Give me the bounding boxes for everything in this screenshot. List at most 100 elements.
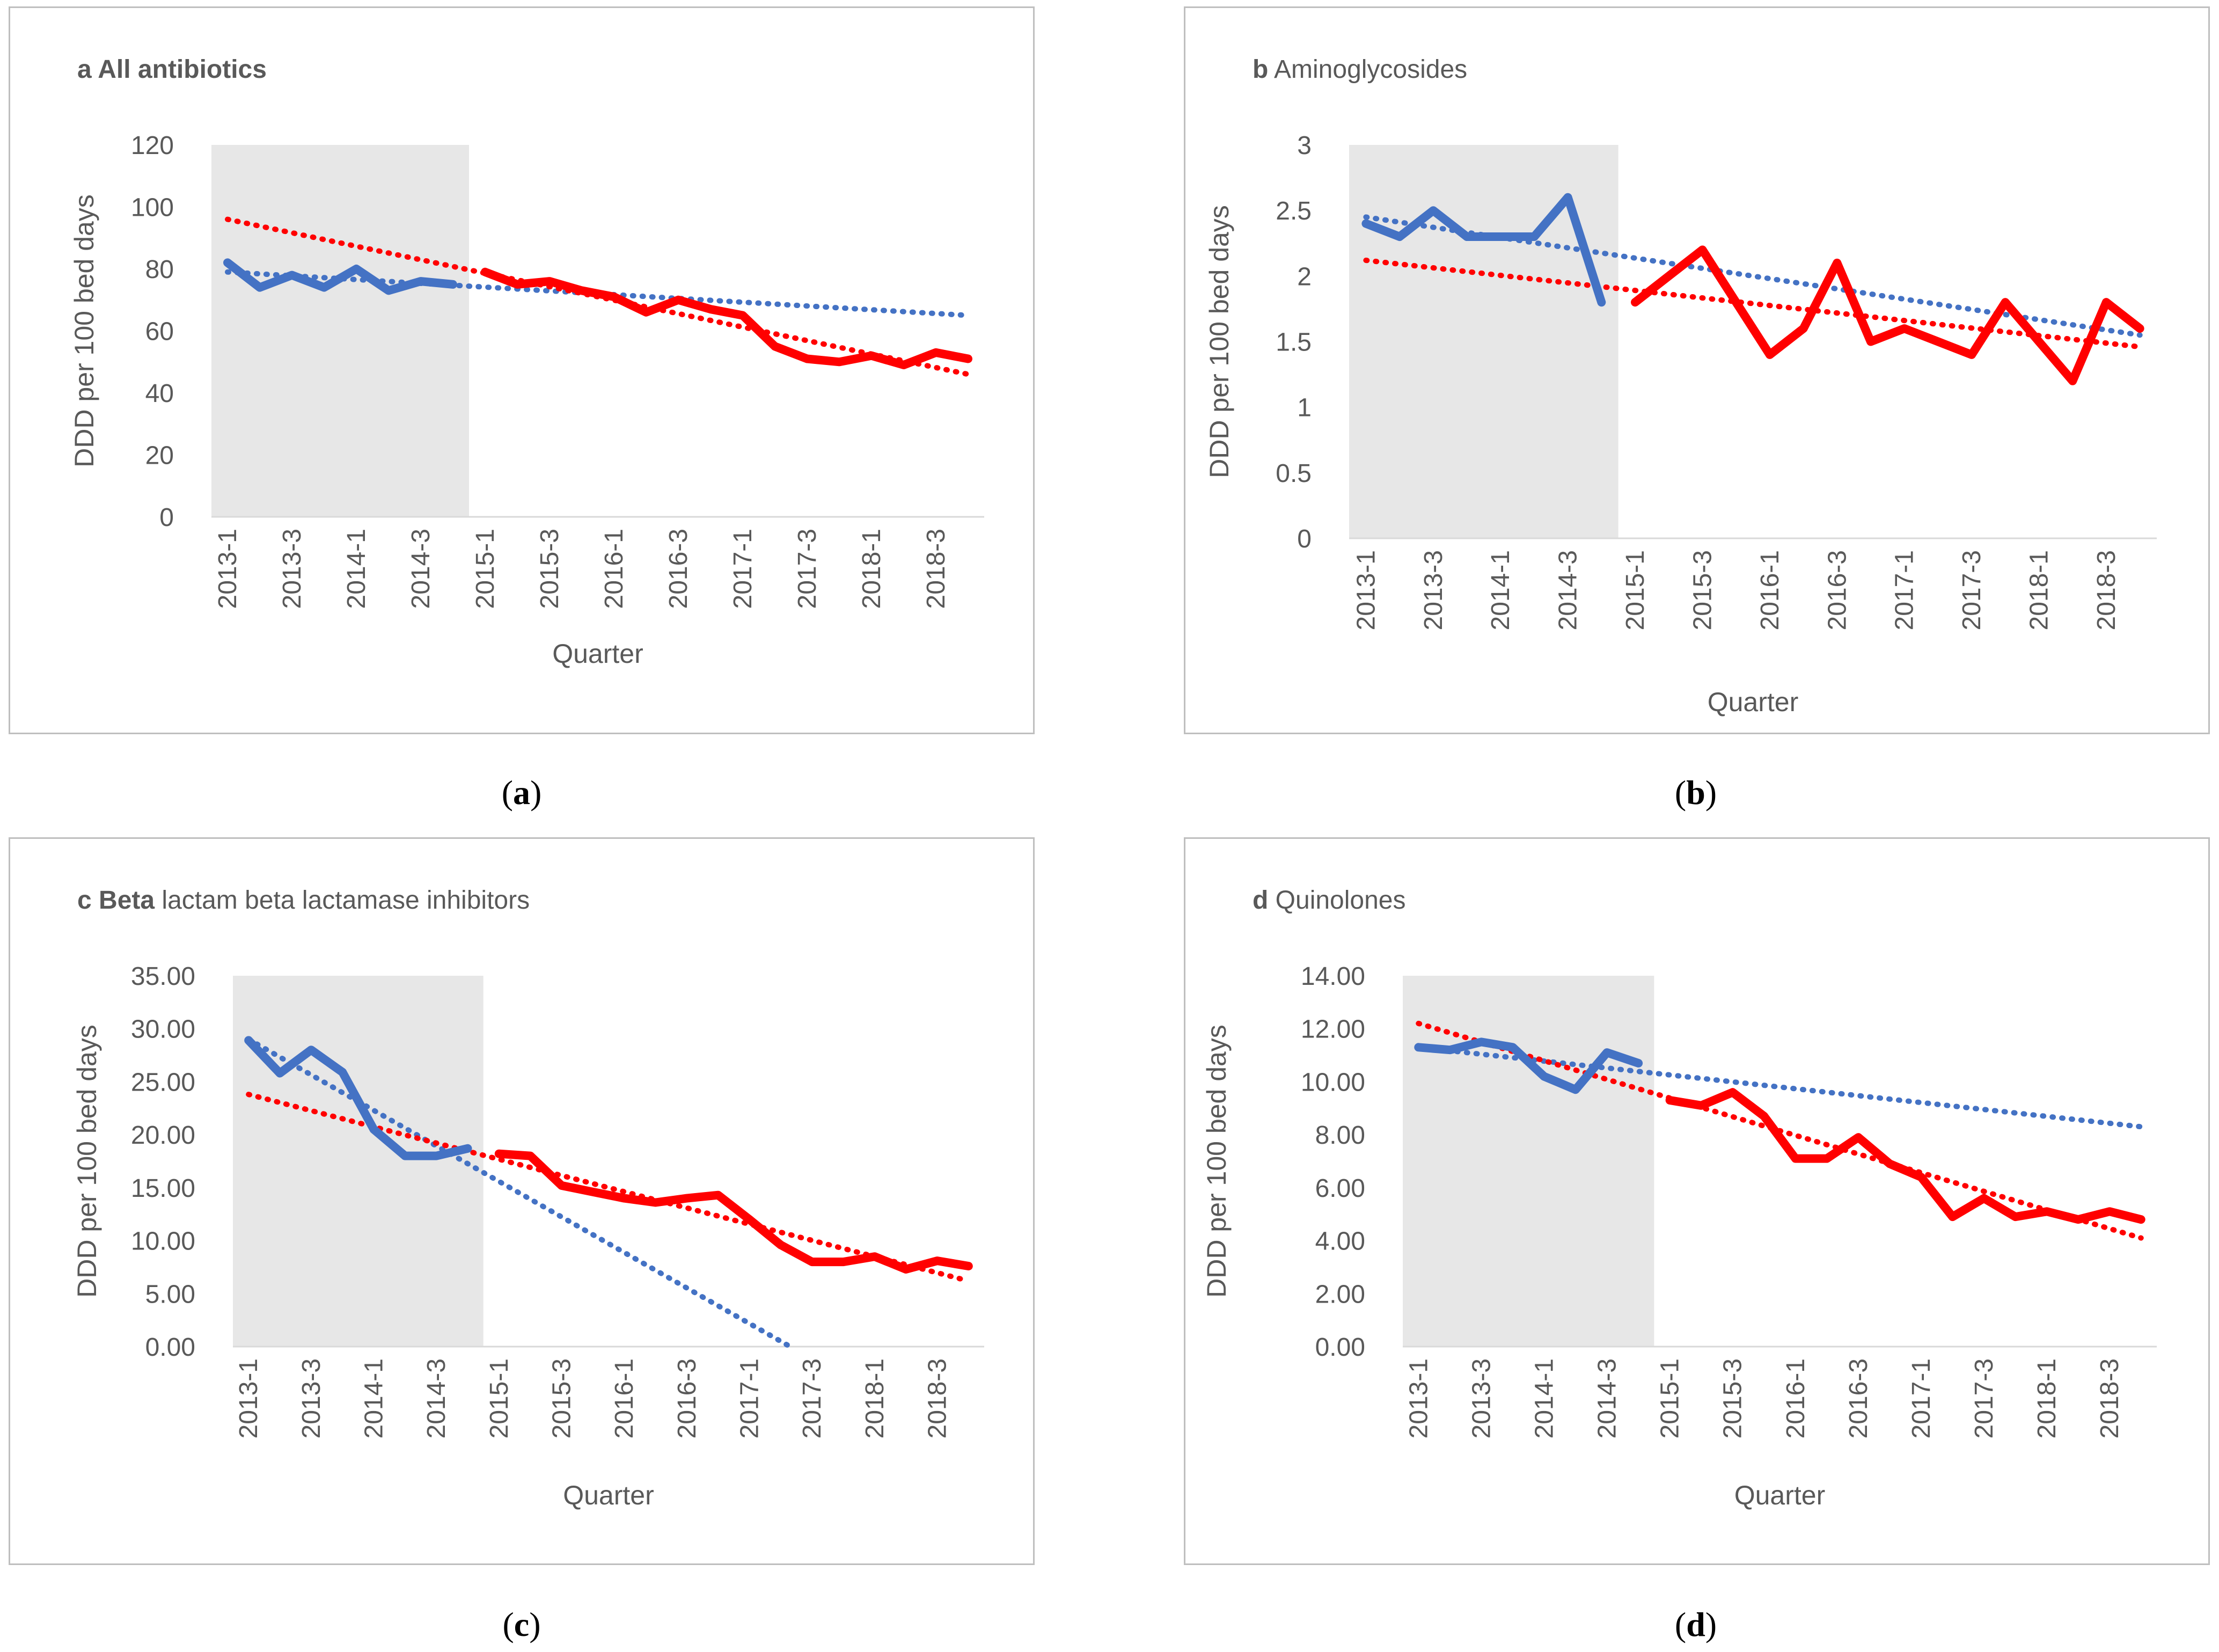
x-tick-label: 2013-3 — [1419, 550, 1448, 630]
x-tick-label: 2016-3 — [1823, 550, 1851, 630]
pre-intervention-series-line — [223, 258, 457, 295]
y-tick-label: 2.5 — [1276, 197, 1312, 225]
y-tick-label: 0.00 — [145, 1333, 195, 1362]
caption-d: (d) — [1674, 1605, 1717, 1643]
x-tick-label: 2016-1 — [1756, 550, 1784, 630]
x-tick-label: 2017-1 — [1891, 550, 1919, 630]
panel-d: d Quinolones 0.00 2.00 4.00 6.00 8.00 10.00 12.… — [1184, 837, 2210, 1565]
chart-title-bold: d — [1253, 886, 1268, 915]
x-tick-label: 2017-3 — [1958, 550, 1986, 630]
x-axis-title: Quarter — [1708, 687, 1799, 717]
x-tick-label: 2017-1 — [1907, 1358, 1936, 1438]
y-tick-label: 100 — [131, 194, 174, 222]
x-tick-label: 2018-1 — [861, 1358, 889, 1438]
y-axis-title: DDD per 100 bed days — [72, 1025, 102, 1298]
x-tick-label: 2013-3 — [1467, 1358, 1496, 1438]
x-tick-label: 2013-1 — [214, 529, 242, 609]
caption-b: (b) — [1674, 773, 1717, 812]
y-tick-label: 0.00 — [1315, 1333, 1365, 1362]
chart-title-rest: Quinolones — [1268, 886, 1405, 915]
y-tick-label: 14.00 — [1301, 962, 1365, 991]
x-tick-label: 2014-1 — [1486, 550, 1515, 630]
x-tick-label: 2018-3 — [924, 1358, 952, 1438]
x-tick-label: 2015-3 — [1719, 1358, 1747, 1438]
x-tick-label: 2016-1 — [610, 1358, 639, 1438]
x-tick-label: 2017-1 — [736, 1358, 764, 1438]
pre-intervention-shade — [1403, 976, 1654, 1347]
x-axis-title: Quarter — [563, 1480, 654, 1510]
x-tick-label: 2016-3 — [673, 1358, 701, 1438]
x-tick-label: 2014-1 — [1530, 1358, 1558, 1438]
chart-title-bold: b — [1253, 55, 1268, 84]
y-tick-label: 10.00 — [1301, 1068, 1365, 1097]
x-tick-label: 2015-1 — [485, 1358, 514, 1438]
x-tick-label: 2017-1 — [729, 529, 757, 609]
y-tick-label: 2 — [1297, 262, 1312, 291]
chart-title-bold: c Beta — [77, 886, 155, 915]
x-tick-label: 2015-3 — [548, 1358, 576, 1438]
caption-c: (c) — [502, 1605, 541, 1643]
x-tick-label: 2016-1 — [600, 529, 628, 609]
x-tick-label: 2018-1 — [858, 529, 886, 609]
x-tick-label: 2014-1 — [342, 529, 371, 609]
x-tick-label: 2014-3 — [1554, 550, 1583, 630]
chart-title: a All antibiotics — [77, 55, 267, 84]
pre-trend-line — [225, 269, 971, 318]
post-intervention-series-line — [481, 267, 972, 369]
x-tick-label: 2013-3 — [278, 529, 306, 609]
x-tick-label: 2016-3 — [1844, 1358, 1873, 1438]
post-intervention-series-line — [1631, 245, 2144, 385]
pre-intervention-shade — [211, 145, 469, 517]
x-tick-label: 2018-3 — [922, 529, 950, 609]
post-intervention-series-line — [494, 1149, 973, 1274]
x-tick-label: 2015-3 — [1688, 550, 1717, 630]
chart-title: c Beta lactam beta lactamase inhibitors — [77, 886, 530, 915]
y-tick-label: 0 — [1297, 525, 1312, 553]
x-tick-label: 2018-3 — [2092, 550, 2121, 630]
y-tick-label: 0.5 — [1276, 459, 1312, 488]
y-tick-label: 10.00 — [131, 1227, 195, 1256]
y-tick-label: 20 — [145, 442, 174, 470]
x-tick-label: 2014-3 — [407, 529, 435, 609]
chart-title-bold: a All antibiotics — [77, 55, 267, 84]
x-tick-label: 2013-1 — [1404, 1358, 1433, 1438]
y-tick-label: 6.00 — [1315, 1174, 1365, 1203]
x-tick-label: 2013-1 — [1352, 550, 1380, 630]
y-tick-label: 3 — [1297, 131, 1312, 160]
pre-intervention-series-line — [1414, 1037, 1643, 1094]
x-tick-label: 2017-3 — [1970, 1358, 1998, 1438]
x-axis-title: Quarter — [552, 639, 643, 669]
x-tick-label: 2014-3 — [422, 1358, 451, 1438]
x-tick-label: 2018-1 — [2033, 1358, 2061, 1438]
panel-a: a All antibiotics 0 20 40 60 80 100 120 2013-1 20… — [9, 6, 1035, 734]
y-tick-label: 12.00 — [1301, 1015, 1365, 1044]
y-tick-label: 60 — [145, 318, 174, 346]
pre-intervention-series-line — [1361, 193, 1606, 307]
x-tick-label: 2013-1 — [235, 1358, 263, 1438]
x-tick-label: 2014-3 — [1593, 1358, 1622, 1438]
post-intervention-series-line — [1665, 1088, 2145, 1224]
y-tick-label: 20.00 — [131, 1121, 195, 1150]
x-axis-title: Quarter — [1734, 1480, 1826, 1510]
y-tick-label: 35.00 — [131, 962, 195, 991]
y-tick-label: 120 — [131, 131, 174, 160]
chart-title: d Quinolones — [1253, 886, 1406, 915]
chart-a-svg: a All antibiotics 0 20 40 60 80 100 120 2013-1 20… — [69, 55, 984, 669]
chart-title-rest: lactam beta lactamase inhibitors — [155, 886, 530, 915]
chart-title-rest: Aminoglycosides — [1268, 55, 1467, 84]
chart-c-svg: c Beta lactam beta lactamase inhibitors 0… — [72, 886, 984, 1510]
post-trend-line — [1363, 258, 2143, 350]
y-tick-label: 40 — [145, 379, 174, 408]
y-tick-label: 30.00 — [131, 1015, 195, 1044]
y-tick-label: 0 — [159, 503, 174, 532]
panel-c: c Beta lactam beta lactamase inhibitors 0… — [9, 837, 1035, 1565]
y-tick-label: 1.5 — [1276, 328, 1312, 357]
y-axis-title: DDD per 100 bed days — [1202, 1025, 1232, 1298]
panel-b: b Aminoglycosides 0 0.5 1 1.5 2 2.5 3 2013-1 2013… — [1184, 6, 2210, 734]
x-tick-label: 2018-3 — [2096, 1358, 2124, 1438]
y-tick-label: 5.00 — [145, 1280, 195, 1309]
x-tick-label: 2016-3 — [664, 529, 693, 609]
x-tick-label: 2017-3 — [793, 529, 822, 609]
pre-intervention-series-line — [244, 1036, 472, 1160]
y-axis-title: DDD per 100 bed days — [1204, 205, 1234, 478]
